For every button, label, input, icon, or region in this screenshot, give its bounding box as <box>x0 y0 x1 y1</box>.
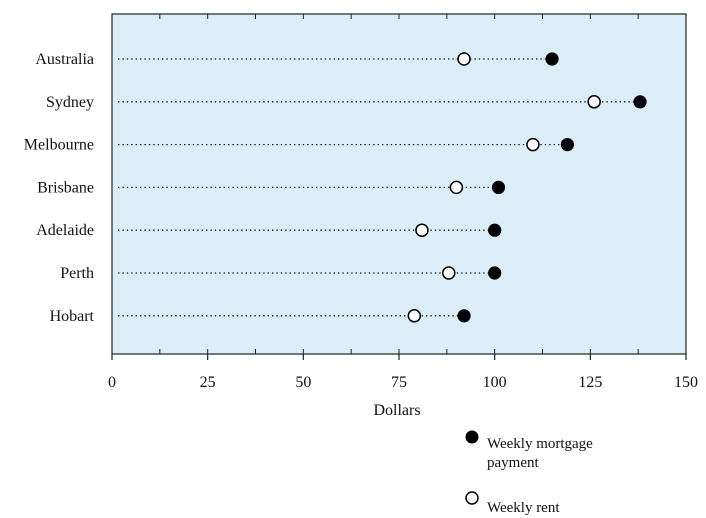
row-australia: Australia <box>35 51 559 68</box>
mortgage-point <box>488 266 502 280</box>
row-perth: Perth <box>60 265 502 282</box>
row-hobart: Hobart <box>50 308 471 325</box>
mortgage-point <box>545 52 559 66</box>
mortgage-point <box>560 138 574 152</box>
x-axis-title: Dollars <box>373 402 420 419</box>
row-sydney: Sydney <box>46 94 647 111</box>
row-brisbane: Brisbane <box>37 179 506 196</box>
rent-point <box>415 223 429 237</box>
legend-mortgage-line1: Weekly mortgage <box>487 436 593 452</box>
x-tick-label: 25 <box>200 374 216 391</box>
legend-mortgage-line2: payment <box>487 455 539 471</box>
x-tick-label: 150 <box>674 374 698 391</box>
rent-point <box>407 309 422 323</box>
category-label: Brisbane <box>37 179 94 196</box>
category-label: Perth <box>60 265 94 282</box>
category-label: Melbourne <box>24 137 94 154</box>
legend-rent-marker <box>465 491 479 505</box>
rent-point <box>441 266 456 280</box>
category-label: Hobart <box>50 308 95 325</box>
x-tick-label: 0 <box>108 374 116 391</box>
row-adelaide: Adelaide <box>36 222 502 239</box>
legend-mortgage-marker <box>465 430 479 444</box>
rent-point <box>526 137 540 152</box>
category-label: Sydney <box>46 94 94 111</box>
x-tick-label: 50 <box>295 374 311 391</box>
category-label: Adelaide <box>36 222 94 239</box>
rent-point <box>449 180 464 195</box>
minor-ticks <box>111 14 687 354</box>
legend-mortgage-label: Weekly mortgage payment <box>487 436 597 471</box>
plot-area <box>111 13 687 355</box>
mortgage-point <box>633 95 647 109</box>
mortgage-point <box>491 180 506 194</box>
category-rows: Australia Sydney Melbourne Brisbane Adelaide… <box>24 51 647 325</box>
x-tick-label: 75 <box>391 374 407 391</box>
legend: Weekly mortgage payment Weekly rent <box>465 430 597 516</box>
mortgage-point <box>457 309 471 323</box>
x-tick-label: 125 <box>578 374 602 391</box>
mortgage-point <box>488 223 502 237</box>
row-melbourne: Melbourne <box>24 137 574 154</box>
category-label: Australia <box>35 51 94 68</box>
legend-rent-label: Weekly rent <box>487 500 560 516</box>
x-tick-label: 100 <box>483 374 507 391</box>
x-axis: 0 25 50 75 100 125 150 <box>108 354 698 391</box>
rent-point <box>587 95 601 109</box>
rent-point <box>457 52 471 66</box>
